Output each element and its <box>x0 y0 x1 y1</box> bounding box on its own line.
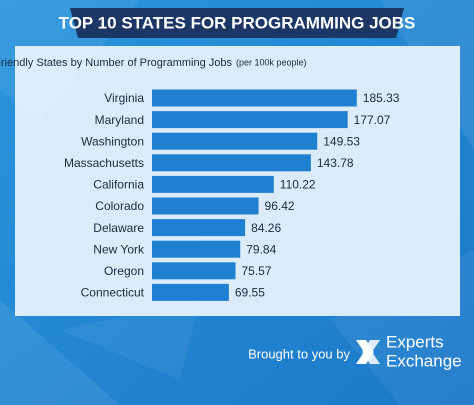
brand-name: Experts <box>386 332 444 351</box>
title-banner <box>70 8 404 38</box>
bar <box>152 283 229 301</box>
subtitle-note: (per 100k people) <box>236 57 307 67</box>
bar <box>152 89 357 107</box>
bar <box>152 262 236 280</box>
category-label: New York <box>93 242 145 256</box>
bar <box>152 111 348 129</box>
credit: Brought to you by <box>248 346 350 361</box>
value-label: 79.84 <box>246 242 276 256</box>
category-label: Massachusetts <box>64 156 144 170</box>
subtitle: Top 10 Tech-Friendly States by Number of… <box>0 57 232 69</box>
bar <box>152 154 311 172</box>
category-label: Connecticut <box>81 286 145 300</box>
bar <box>152 240 241 258</box>
bar <box>152 175 274 193</box>
value-label: 143.78 <box>317 156 354 170</box>
decor <box>60 300 200 380</box>
value-label: 185.33 <box>363 91 400 105</box>
category-label: Delaware <box>93 221 144 235</box>
value-label: 96.42 <box>265 199 295 213</box>
bar <box>152 132 318 150</box>
category-label: Washington <box>81 134 144 148</box>
value-label: 110.22 <box>280 178 316 192</box>
category-label: California <box>93 178 144 192</box>
brand-name: Exchange <box>386 351 462 370</box>
value-label: 149.53 <box>323 134 360 148</box>
value-label: 177.07 <box>354 113 391 127</box>
category-label: Virginia <box>104 91 144 105</box>
value-label: 75.57 <box>242 264 272 278</box>
category-label: Colorado <box>95 199 144 213</box>
value-label: 84.26 <box>251 221 281 235</box>
bar <box>152 219 246 237</box>
bar <box>152 197 259 215</box>
logo-mark <box>356 340 380 364</box>
chart-title: TOP 10 STATES FOR PROGRAMMING JOBS <box>59 13 416 32</box>
value-label: 69.55 <box>235 286 265 300</box>
category-label: Oregon <box>104 264 144 278</box>
category-label: Maryland <box>95 113 144 127</box>
decor <box>0 300 120 405</box>
